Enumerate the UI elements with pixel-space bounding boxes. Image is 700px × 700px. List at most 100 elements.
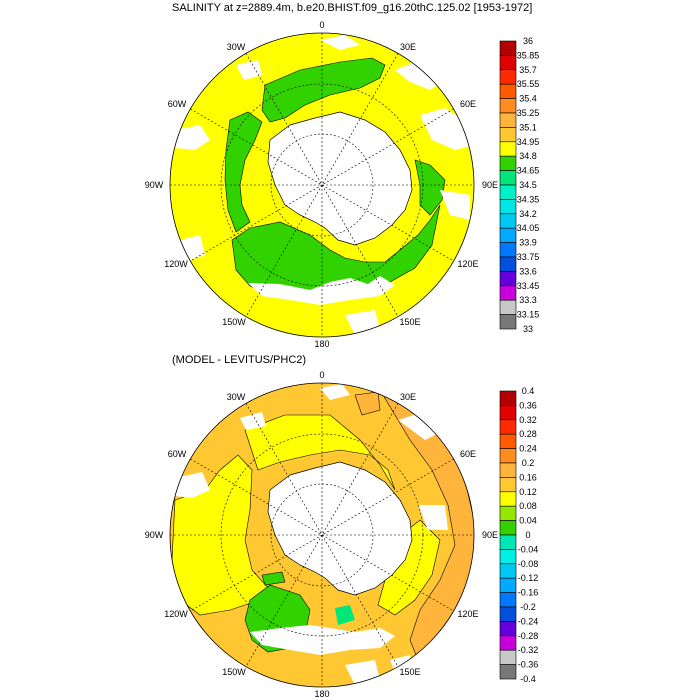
top-colorbar-label: 34.95 — [517, 137, 540, 147]
bottom-lon-label: 120W — [164, 609, 188, 619]
bottom-colorbar-label: -0.36 — [518, 660, 539, 670]
top-missing-data-south — [248, 276, 395, 305]
top-colorbar-swatch — [499, 227, 517, 243]
bottom-colorbar-label: 0.4 — [522, 386, 535, 396]
bottom-missing-data-north — [240, 384, 445, 440]
top-lon-label: 90E — [482, 180, 498, 190]
top-lon-labels: 0 30E 60E 90E 120E 150E 180 150W 120W 90… — [145, 20, 498, 349]
bottom-lon-label: 0 — [319, 370, 324, 380]
top-colorbar-label: 34.5 — [519, 180, 537, 190]
bottom-colorbar-label: 0.16 — [519, 472, 537, 482]
top-lon-label: 90W — [145, 180, 164, 190]
top-colorbar-label: 35.85 — [517, 50, 540, 60]
bottom-colorbar-label: -0.04 — [518, 544, 539, 554]
top-lon-label: 60W — [168, 99, 187, 109]
top-colorbar-label: 36 — [523, 36, 533, 46]
top-colorbar-label: 34.65 — [517, 166, 540, 176]
bottom-lon-label: 90W — [145, 530, 164, 540]
bottom-colorbar-swatch — [499, 405, 517, 421]
bottom-colorbar-label: 0.32 — [519, 415, 537, 425]
top-green-region-atlantic — [261, 57, 386, 123]
top-colorbar-label: 34.35 — [517, 194, 540, 204]
bottom-colorbar-label: -0.2 — [520, 602, 536, 612]
bottom-colorbar-swatch — [499, 477, 517, 493]
top-colorbar-label: 35.7 — [519, 65, 537, 75]
bottom-lon-label: 60W — [168, 449, 187, 459]
top-lon-label: 120E — [457, 259, 478, 269]
bottom-lon-label: 120E — [457, 609, 478, 619]
top-colorbar-label: 34.05 — [517, 223, 540, 233]
bottom-colorbar-swatch — [499, 505, 517, 521]
bottom-yellow-region-north — [244, 414, 396, 491]
top-colorbar-swatch — [499, 213, 517, 229]
bottom-colorbar-label: -0.32 — [518, 645, 539, 655]
bottom-darker-orange-spot — [354, 391, 381, 416]
bottom-polar-map: 0 30E 60E 90E 120E 150E 180 150W 120W 90… — [145, 370, 539, 699]
top-lon-label: 150E — [399, 317, 420, 327]
bottom-colorbar-label: -0.12 — [518, 573, 539, 583]
bottom-graticule — [170, 383, 474, 687]
top-colorbar-label: 34.2 — [519, 209, 537, 219]
top-missing-data-left — [175, 125, 380, 335]
bottom-yellow-region-east — [377, 519, 441, 616]
top-lon-label: 180 — [314, 339, 329, 349]
top-colorbar-label: 33.6 — [519, 266, 537, 276]
bottom-colorbar-label: 0.2 — [522, 458, 535, 468]
top-colorbar-swatch — [499, 285, 517, 301]
bottom-lon-label: 30W — [227, 392, 246, 402]
bottom-lon-label: 150W — [222, 667, 246, 677]
top-colorbar-label: 33 — [523, 324, 533, 334]
bottom-colorbar-label: 0.12 — [519, 487, 537, 497]
bottom-missing-data-east — [418, 505, 448, 530]
top-lon-label: 30E — [400, 42, 416, 52]
bottom-colorbar: 0.4 0.36 0.32 0.28 0.24 0.2 0.16 0.12 0.08 0.04 0 -… — [499, 386, 539, 684]
bottom-lon-labels: 0 30E 60E 90E 120E 150E 180 150W 120W 90… — [145, 370, 498, 699]
top-colorbar-label: 34.8 — [519, 151, 537, 161]
bottom-colorbar-label: -0.16 — [518, 588, 539, 598]
bottom-colorbar-swatch — [499, 549, 517, 565]
top-colorbar-label: 33.9 — [519, 238, 537, 248]
bottom-colorbar-swatch — [499, 635, 517, 651]
top-green-region-east — [414, 159, 446, 216]
bottom-colorbar-swatch — [499, 606, 517, 622]
bottom-colorbar-swatch — [499, 534, 517, 550]
bottom-colorbar-label: 0.36 — [519, 400, 537, 410]
bottom-colorbar-label: 0.08 — [519, 501, 537, 511]
bottom-colorbar-swatch — [499, 491, 517, 507]
top-lon-label: 60E — [460, 99, 476, 109]
bottom-colorbar-swatch — [499, 649, 517, 665]
top-map-title: SALINITY at z=2889.4m, b.e20.BHIST.f09_g… — [172, 2, 533, 14]
bottom-colorbar-swatch — [499, 462, 517, 478]
top-colorbar-swatch — [499, 69, 517, 85]
bottom-missing-data-south — [250, 625, 395, 655]
top-green-region-west — [224, 111, 263, 233]
top-antarctica-continent — [267, 111, 413, 246]
top-colorbar-swatch — [499, 271, 517, 287]
top-colorbar-swatch — [499, 184, 517, 200]
top-colorbar-swatch — [499, 170, 517, 186]
top-colorbar-swatch — [499, 141, 517, 157]
top-colorbar-label: 33.3 — [519, 295, 537, 305]
top-colorbar-swatch — [499, 256, 517, 272]
top-lon-label: 150W — [222, 317, 246, 327]
top-colorbar-swatch — [499, 55, 517, 71]
top-colorbar-swatch — [499, 155, 517, 171]
top-polar-map: 0 30E 60E 90E 120E 150E 180 150W 120W 90… — [145, 20, 540, 349]
bottom-colorbar-swatch — [499, 577, 517, 593]
top-colorbar-label: 35.4 — [519, 94, 537, 104]
bottom-colorbar-label: -0.4 — [520, 674, 536, 684]
top-lon-label: 120W — [164, 259, 188, 269]
bottom-antarctica-continent — [267, 461, 413, 596]
bottom-colorbar-swatch — [499, 664, 517, 680]
bottom-missing-data-left — [175, 472, 412, 685]
bottom-colorbar-swatch — [499, 520, 517, 536]
top-colorbar-label: 33.75 — [517, 252, 540, 262]
top-colorbar-swatch — [499, 314, 517, 330]
top-colorbar-label: 35.55 — [517, 79, 540, 89]
bottom-lon-label: 30E — [400, 392, 416, 402]
top-colorbar: 36 35.85 35.7 35.55 35.4 35.25 35.1 34.95 34.8 34… — [499, 36, 540, 334]
bottom-colorbar-swatch — [499, 419, 517, 435]
top-colorbar-label: 35.1 — [519, 122, 537, 132]
bottom-colorbar-label: 0.04 — [519, 516, 537, 526]
top-colorbar-swatch — [499, 299, 517, 315]
